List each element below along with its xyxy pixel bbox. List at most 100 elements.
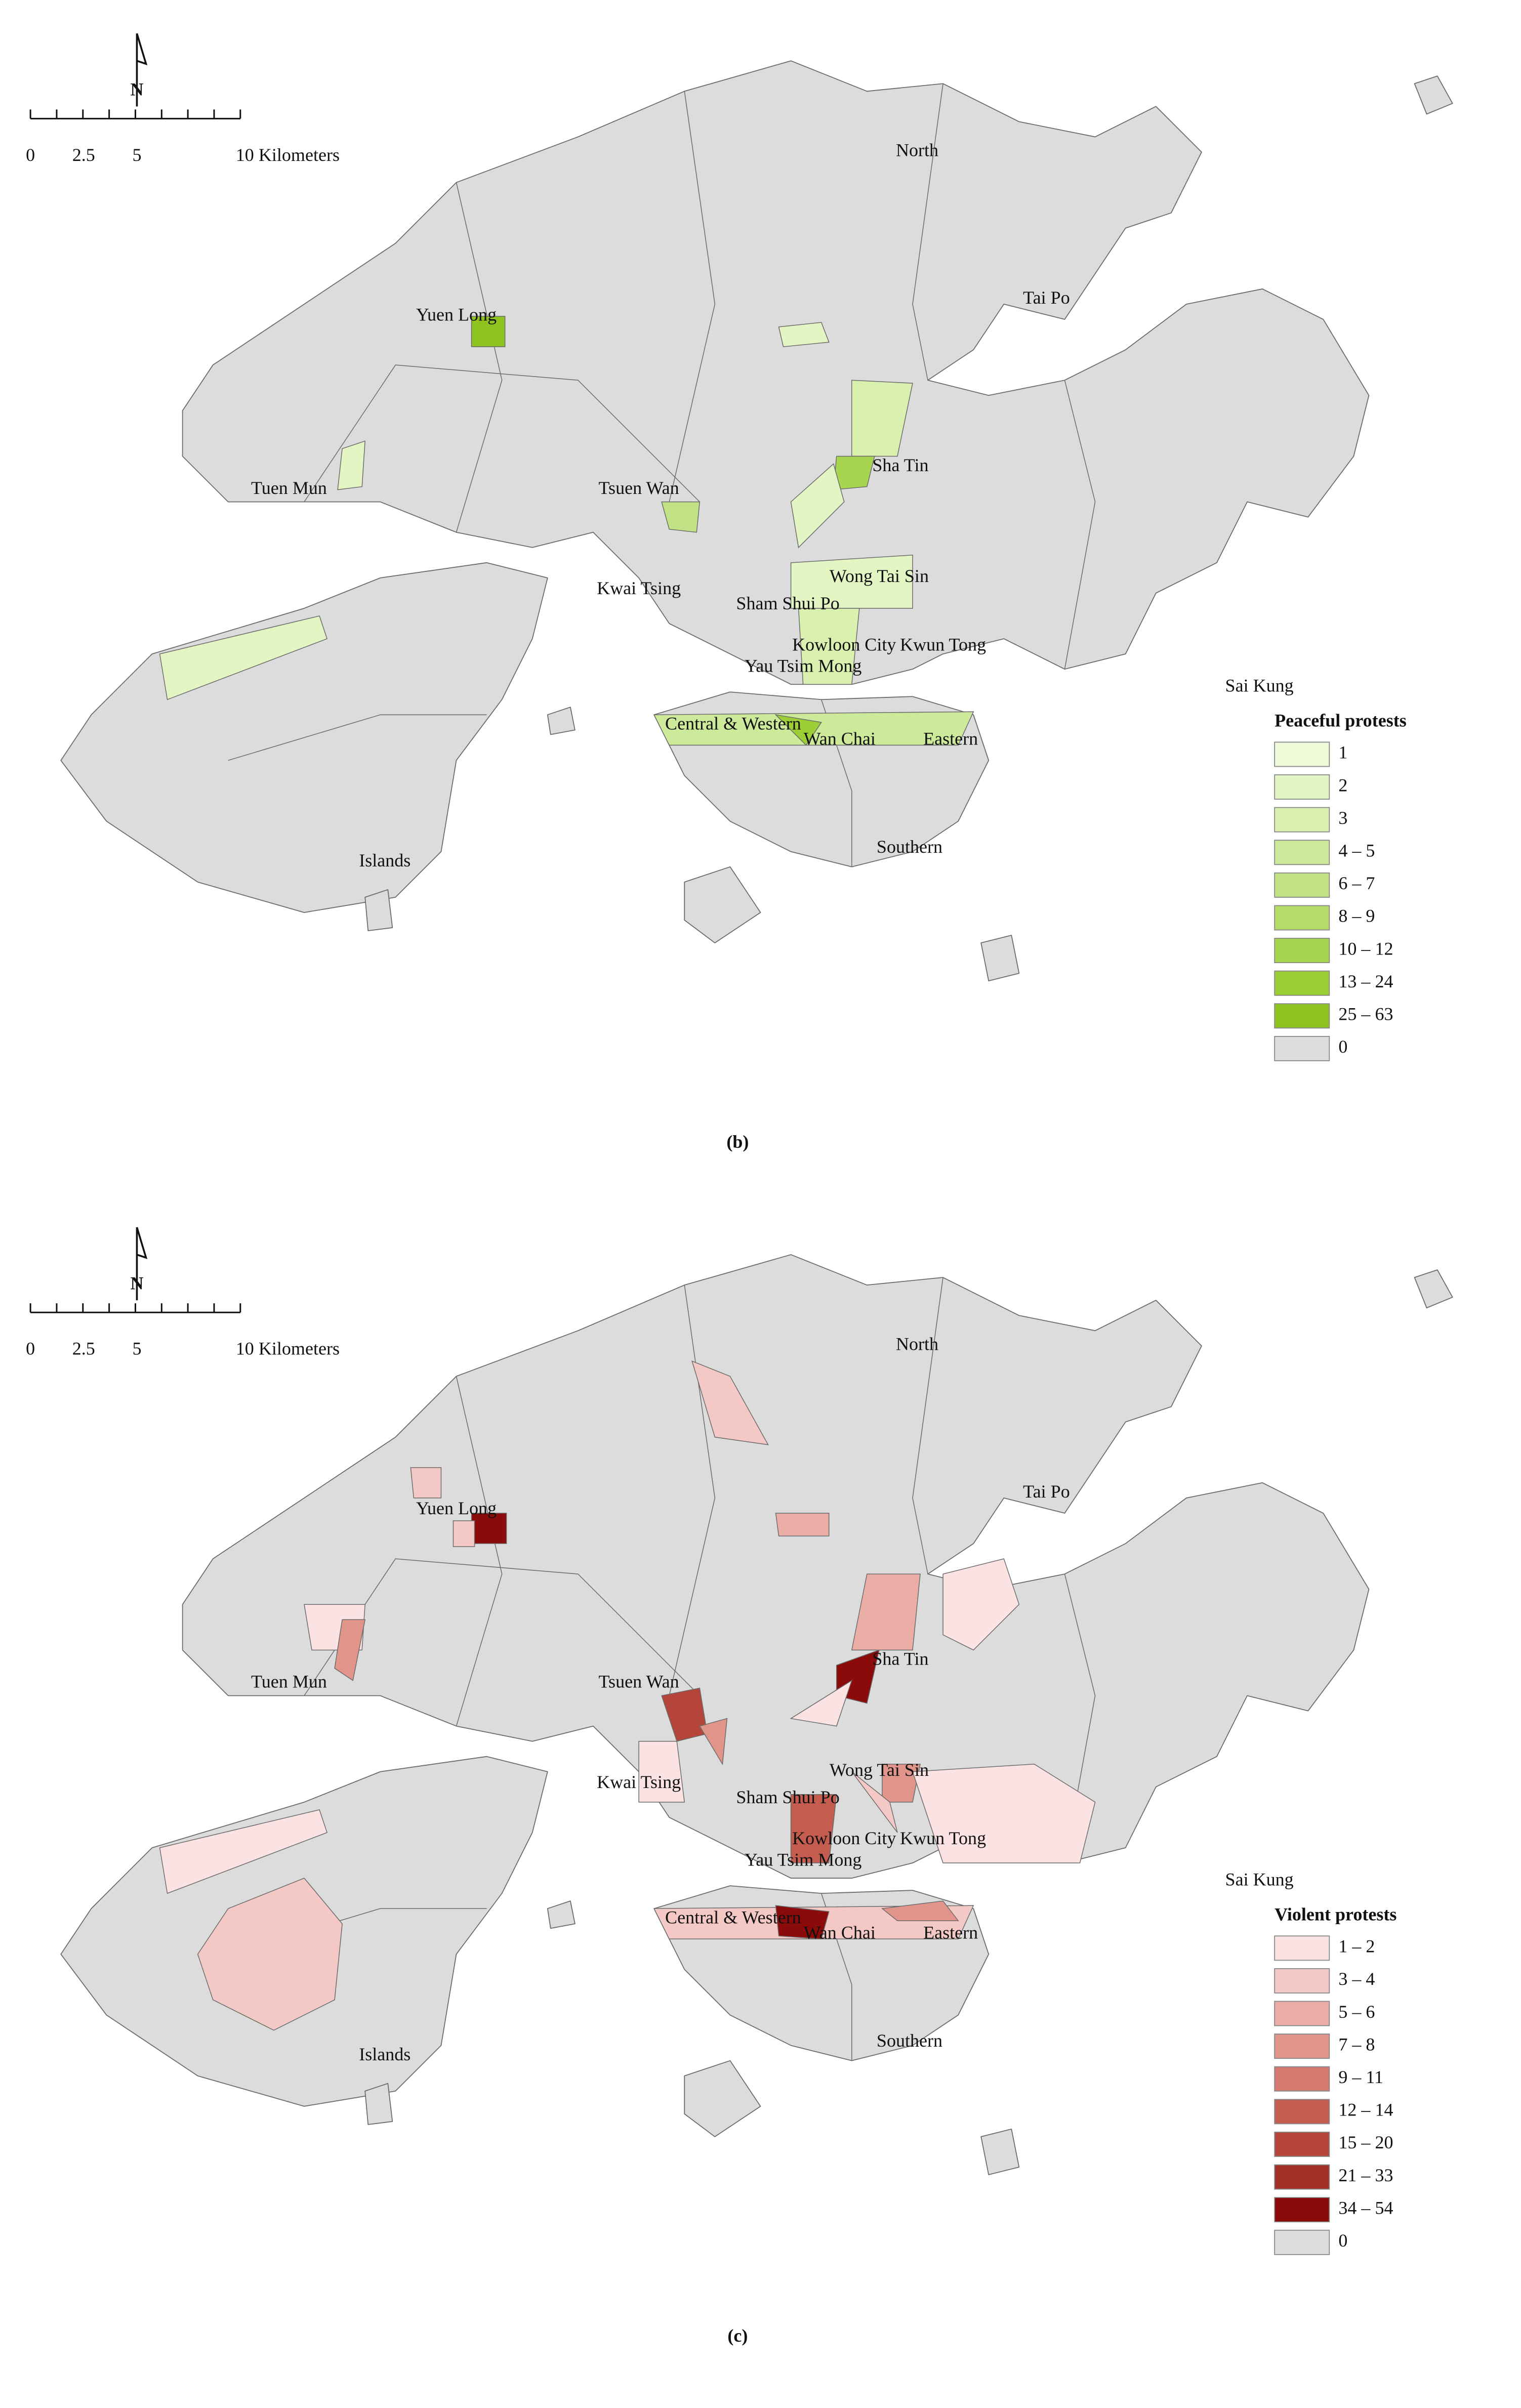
district-label: Tuen Mun [251,478,327,498]
landmass [684,2060,761,2137]
district-label: Eastern [923,1923,978,1943]
legend-label: 4 – 5 [1338,841,1375,861]
legend-label: 9 – 11 [1338,2067,1383,2087]
legend-label: 8 – 9 [1338,906,1375,926]
district-fill [942,1558,1020,1651]
legend-label: 6 – 7 [1338,873,1375,893]
district-label: Yuen Long [416,1498,497,1518]
district-label: Southern [877,837,942,857]
district-label: Islands [359,2044,410,2064]
district-fill [699,1718,728,1766]
panel-label: (c) [727,2326,748,2346]
legend-swatch [1274,2066,1330,2092]
legend-swatch [1274,2033,1330,2059]
legend-label: 0 [1338,1036,1347,1057]
legend-label: 10 – 12 [1338,938,1393,959]
landmass [547,1900,575,1929]
district-label: Tsuen Wan [599,1672,679,1692]
landmass [1414,1269,1453,1309]
district-label: Yuen Long [416,304,497,324]
district-label: Central & Western [665,1907,801,1927]
legend-swatch [1274,1003,1330,1029]
landmass [684,866,761,943]
legend-swatch [1274,2197,1330,2223]
scale-label: 10 Kilometers [236,145,340,165]
legend-label: 25 – 63 [1338,1004,1393,1024]
scale-label: 0 [26,145,35,165]
scale-label: 2.5 [72,1339,95,1359]
district-label: Tsuen Wan [599,478,679,498]
district-label: Southern [877,2030,942,2051]
legend-swatch [1274,1035,1330,1061]
north-label: N [130,79,143,100]
landmass [547,707,575,735]
district-fill [851,1771,898,1833]
legend-label: 7 – 8 [1338,2034,1375,2054]
district-label: North [896,140,938,160]
district-label: Kwai Tsing [597,1772,681,1792]
district-label: Tai Po [1023,1481,1070,1502]
north-arrow [136,1227,148,1301]
district-fill [851,380,913,457]
district-label: Tai Po [1023,287,1070,308]
legend-swatch [1274,970,1330,996]
district-label: Wan Chai [804,729,876,749]
panel-label: (b) [726,1132,749,1152]
legend-title: Violent protests [1275,1904,1396,1924]
landmass [980,935,1020,982]
boundary [912,84,943,381]
district-label: North [896,1334,938,1354]
landmass [980,2128,1020,2175]
boundary [1064,380,1096,670]
district-label: Islands [359,850,410,870]
legend-swatch [1274,905,1330,931]
district-label: Wan Chai [804,1923,876,1943]
scale-label: 5 [132,145,141,165]
boundary [304,364,700,503]
district-label: Sham Shui Po [736,1787,839,1807]
landmass [1414,75,1453,115]
district-fill [410,1467,442,1499]
legend-swatch [1274,2132,1330,2157]
boundary [669,1285,716,1696]
district-fill [790,463,845,549]
legend-swatch [1274,938,1330,964]
district-fill [882,1763,921,1803]
district-label: Sai Kung [1225,1869,1294,1889]
district-fill [471,316,506,347]
legend-swatch [1274,1935,1330,1961]
district-label: Kowloon City [792,634,896,654]
district-label: Kwai Tsing [597,578,681,598]
map-panel: North Tai Po Yuen Long Tuen Mun Tsuen Wan Sha… [26,1227,1453,2346]
legend-label: 1 [1338,742,1347,763]
boundary [228,714,487,761]
district-fill [774,714,822,746]
legend-swatch [1274,807,1330,833]
district-label: Wong Tai Sin [830,566,929,586]
legend-label: 3 [1338,808,1347,828]
district-label: Sai Kung [1225,675,1294,695]
scale-label: 10 Kilometers [236,1339,340,1359]
legend-swatch [1274,2229,1330,2255]
district-fill [881,1900,959,1921]
legend-label: 2 [1338,775,1347,795]
legend-label: 13 – 24 [1338,971,1393,991]
legend-swatch [1274,840,1330,865]
legend-title: Peaceful protests [1275,711,1407,731]
district-fill [334,1619,366,1681]
district-fill [790,1794,837,1863]
landmass [182,60,1370,685]
scale-label: 5 [132,1339,141,1359]
legend-label: 5 – 6 [1338,2002,1375,2022]
district-label: Wong Tai Sin [830,1760,929,1780]
legend-label: 34 – 54 [1338,2197,1393,2218]
legend-swatch [1274,1968,1330,1994]
district-label: Kwun Tong [900,634,986,654]
district-fill [638,1740,685,1803]
district-fill [798,608,860,685]
district-fill [790,1679,853,1727]
district-label: Tuen Mun [251,1672,327,1692]
district-fill [453,1520,475,1547]
north-label: N [130,1273,143,1293]
